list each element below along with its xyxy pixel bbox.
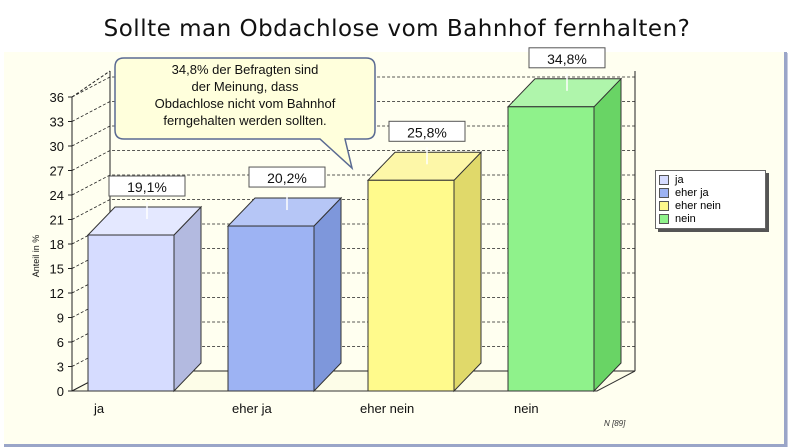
legend-label: ja bbox=[675, 173, 684, 186]
y-tick-label: 18 bbox=[50, 237, 64, 252]
x-tick-label: ja bbox=[93, 401, 105, 416]
data-label-box bbox=[108, 175, 186, 197]
data-label: 25,8% bbox=[407, 124, 447, 140]
sample-size-note: N [89] bbox=[604, 419, 626, 428]
legend-swatch bbox=[659, 187, 669, 198]
bar-front bbox=[227, 225, 315, 392]
legend-swatch bbox=[659, 200, 669, 211]
y-tick-label: 3 bbox=[57, 360, 64, 375]
bar-front bbox=[87, 234, 175, 392]
y-tick-label: 27 bbox=[50, 164, 64, 179]
callout-bubble bbox=[114, 57, 376, 171]
legend-label: nein bbox=[675, 212, 696, 225]
y-tick-label: 0 bbox=[57, 384, 64, 399]
y-tick-label: 30 bbox=[50, 139, 64, 154]
legend-label: eher nein bbox=[675, 199, 721, 212]
legend-swatch bbox=[659, 174, 669, 185]
legend-item: nein bbox=[659, 212, 762, 225]
y-tick-label: 15 bbox=[50, 262, 64, 277]
annotation-line: 34,8% der Befragten sind bbox=[171, 62, 319, 77]
annotation-text: 34,8% der Befragten sind der Meinung, da… bbox=[118, 61, 372, 129]
data-label: 19,1% bbox=[127, 179, 167, 195]
data-label-box bbox=[388, 120, 466, 142]
y-tick-label: 12 bbox=[50, 286, 64, 301]
annotation-callout bbox=[114, 57, 376, 171]
annotation-line: ferngehalten werden sollten. bbox=[163, 113, 327, 128]
y-tick-label: 33 bbox=[50, 115, 64, 130]
annotation-line: der Meinung, dass bbox=[191, 79, 299, 94]
bar-side bbox=[593, 77, 622, 393]
bar: 34,8% bbox=[506, 47, 623, 393]
legend-label: eher ja bbox=[675, 186, 709, 199]
data-label: 34,8% bbox=[547, 51, 587, 67]
annotation-line: Obdachlose nicht vom Bahnhof bbox=[154, 96, 336, 111]
y-tick-label: 24 bbox=[50, 188, 64, 203]
grid-line bbox=[71, 70, 111, 98]
legend-swatch bbox=[659, 213, 669, 224]
bar-side bbox=[453, 151, 482, 393]
bar-front bbox=[367, 179, 455, 392]
y-tick-label: 6 bbox=[57, 335, 64, 350]
y-tick-label: 9 bbox=[57, 311, 64, 326]
legend-item: ja bbox=[659, 173, 762, 186]
bars: 19,1% 20,2% 25,8% 34,8% bbox=[86, 47, 623, 393]
x-tick-label: nein bbox=[514, 401, 539, 416]
bar: 20,2% bbox=[226, 166, 343, 393]
legend-item: eher ja bbox=[659, 186, 762, 199]
bar-side bbox=[173, 205, 202, 393]
x-tick-label: eher nein bbox=[360, 401, 414, 416]
legend-item: eher nein bbox=[659, 199, 762, 212]
category-labels: ja eher ja eher nein nein bbox=[93, 401, 539, 416]
y-tick-label: 21 bbox=[50, 213, 64, 228]
x-tick-label: eher ja bbox=[232, 401, 273, 416]
data-label: 20,2% bbox=[267, 170, 307, 186]
legend: ja eher ja eher nein nein bbox=[655, 170, 766, 229]
bar-side bbox=[313, 196, 342, 393]
chart-title: Sollte man Obdachlose vom Bahnhof fernha… bbox=[103, 16, 691, 42]
y-tick-label: 36 bbox=[50, 90, 64, 105]
y-axis-label: Anteil in % bbox=[31, 235, 41, 278]
data-label-box bbox=[528, 47, 606, 69]
bar: 19,1% bbox=[86, 175, 203, 393]
bar: 25,8% bbox=[366, 120, 483, 393]
data-label-box bbox=[248, 166, 326, 188]
bar-front bbox=[507, 106, 595, 392]
